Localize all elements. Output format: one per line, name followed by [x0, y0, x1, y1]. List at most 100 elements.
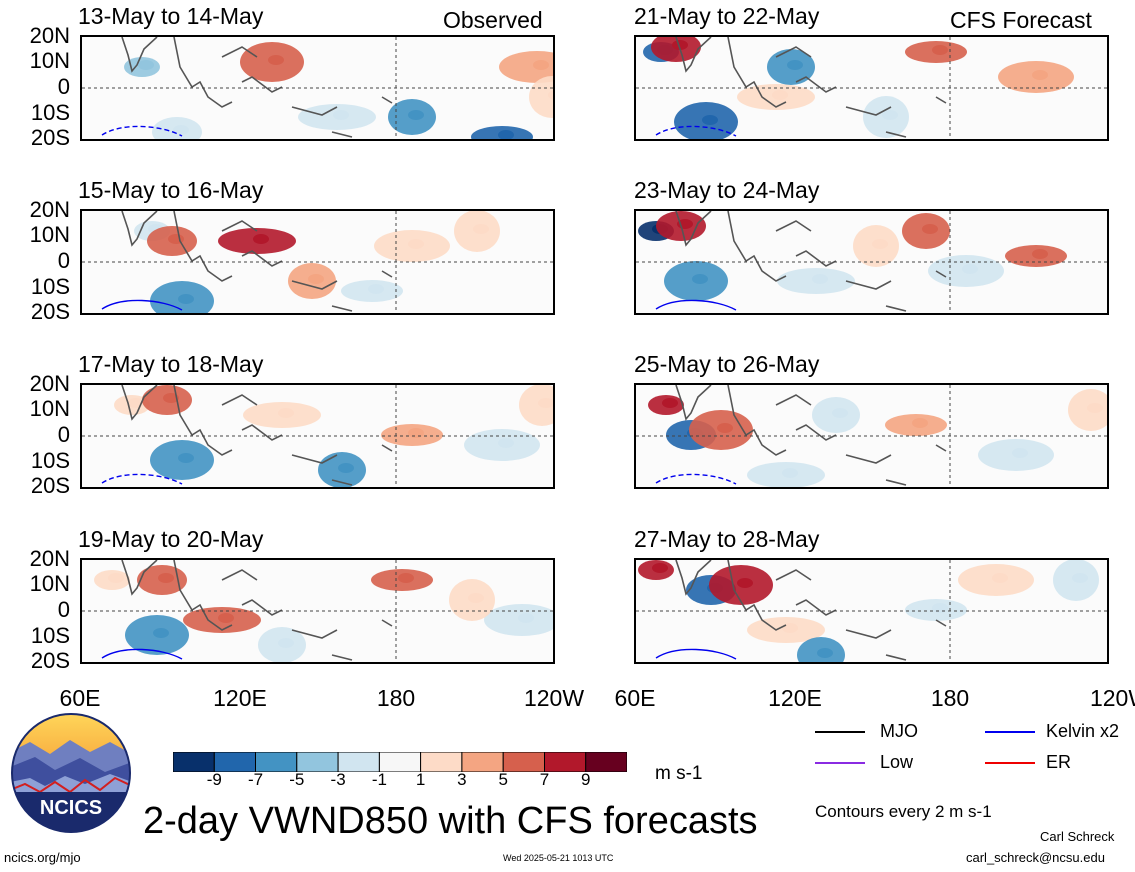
anomaly-core — [932, 603, 948, 613]
anomaly-core — [398, 573, 414, 583]
colorbar — [172, 751, 628, 773]
map-field-8 — [636, 560, 1107, 662]
anomaly-core — [672, 40, 688, 50]
coastline — [675, 211, 947, 312]
anomaly-core — [178, 294, 194, 304]
anomaly-blob — [651, 37, 701, 62]
anomaly-core — [737, 578, 753, 588]
anomaly-blob — [484, 604, 553, 636]
anomaly-blob — [519, 385, 553, 426]
map-panel-7 — [634, 383, 1109, 489]
lat-label-row3-4: 20S — [30, 473, 70, 498]
lon-label-60e-right: 60E — [614, 685, 656, 711]
anomaly-core — [812, 274, 828, 284]
anomaly-core — [108, 573, 124, 583]
anomaly-core — [408, 239, 424, 249]
anomaly-core — [782, 468, 798, 478]
anomaly-core — [832, 408, 848, 418]
anomaly-core — [992, 573, 1008, 583]
lat-label-row1-4: 20S — [30, 125, 70, 150]
anomaly-core — [1072, 573, 1088, 583]
anomaly-core — [163, 393, 179, 403]
anomaly-core — [817, 648, 833, 658]
anomaly-core — [278, 408, 294, 418]
colorbar-label-0: -9 — [206, 770, 222, 789]
anomaly-core — [408, 110, 424, 120]
anomaly-core — [473, 224, 489, 234]
lat-label-row1-1: 10N — [29, 48, 70, 73]
coastline — [121, 211, 393, 312]
colorbar-box-8 — [502, 751, 546, 773]
ncics-logo-icon: NCICS — [11, 713, 131, 833]
anomaly-core — [872, 239, 888, 249]
anomaly-core — [548, 90, 553, 100]
anomaly-core — [882, 110, 898, 120]
map-panel-2 — [80, 209, 555, 315]
lon-label-120w-right: 120W — [1089, 685, 1135, 711]
lon-label-120w-left: 120W — [523, 685, 585, 711]
lat-label-row1-0: 20N — [29, 23, 70, 48]
lon-label-60e-left: 60E — [59, 685, 101, 711]
kelvin-contour — [655, 125, 737, 137]
lat-label-row4-0: 20N — [29, 546, 70, 571]
legend-kelvin-label: Kelvin x2 — [1046, 721, 1120, 741]
coastline — [675, 37, 947, 138]
map-panel-3 — [80, 383, 555, 489]
colorbar-label-7: 5 — [498, 770, 508, 789]
lat-label-row3-2: 0 — [57, 422, 70, 447]
anomaly-core — [408, 428, 424, 438]
anomaly-core — [338, 463, 354, 473]
lat-label-row4-1: 10N — [29, 571, 70, 596]
anomaly-core — [268, 55, 284, 65]
colorbar-box-3 — [296, 751, 339, 773]
colorbar-box-7 — [461, 751, 504, 773]
coastline — [675, 560, 947, 661]
legend-kelvin-line — [985, 731, 1035, 733]
lat-label-row1-2: 0 — [57, 74, 70, 99]
anomaly-core — [787, 60, 803, 70]
lon-label-120e-right: 120E — [768, 685, 822, 711]
anomaly-core — [922, 224, 938, 234]
anomaly-core — [218, 613, 234, 623]
cfs-forecast-label: CFS Forecast — [950, 7, 1092, 33]
panel-title-1: 13-May to 14-May — [78, 3, 264, 29]
anomaly-core — [1032, 249, 1048, 259]
map-field-1 — [82, 37, 553, 139]
anomaly-core — [308, 274, 324, 284]
anomaly-core — [153, 628, 169, 638]
colorbar-label-4: -1 — [371, 770, 387, 789]
anomaly-core — [538, 398, 553, 408]
kelvin-contour — [101, 473, 183, 485]
lat-label-row4-4: 20S — [30, 648, 70, 673]
lat-label-row4-2: 0 — [57, 597, 70, 622]
coastline — [121, 560, 393, 661]
kelvin-contour — [655, 473, 737, 485]
legend-er-label: ER — [1046, 752, 1072, 772]
lat-label-row2-2: 0 — [57, 248, 70, 273]
map-panel-5 — [634, 35, 1109, 141]
anomaly-core — [333, 110, 349, 120]
anomaly-core — [178, 453, 194, 463]
map-field-7 — [636, 385, 1107, 487]
panel-title-2: 15-May to 16-May — [78, 177, 264, 203]
ncics-logo: NCICS — [10, 712, 132, 834]
anomaly-core — [173, 125, 189, 135]
map-field-6 — [636, 211, 1107, 313]
lon-label-180-left: 180 — [376, 685, 416, 711]
anomaly-blob — [1068, 389, 1107, 431]
anomaly-core — [498, 130, 514, 139]
contours-note: Contours every 2 m s-1 — [815, 802, 992, 821]
colorbar-box-6 — [420, 751, 463, 773]
anomaly-blob — [499, 51, 553, 83]
lon-label-120e-left: 120E — [213, 685, 267, 711]
colorbar-box-10 — [585, 751, 628, 773]
map-panel-4 — [80, 558, 555, 664]
footer-email[interactable]: carl_schreck@ncsu.edu — [966, 850, 1105, 865]
anomaly-core — [278, 638, 294, 648]
lat-label-row3-1: 10N — [29, 396, 70, 421]
lat-label-row2-0: 20N — [29, 197, 70, 222]
panel-title-8: 27-May to 28-May — [634, 526, 820, 552]
footer-url[interactable]: ncics.org/mjo — [4, 850, 81, 865]
kelvin-contour — [101, 125, 183, 137]
panel-title-7: 25-May to 26-May — [634, 351, 820, 377]
